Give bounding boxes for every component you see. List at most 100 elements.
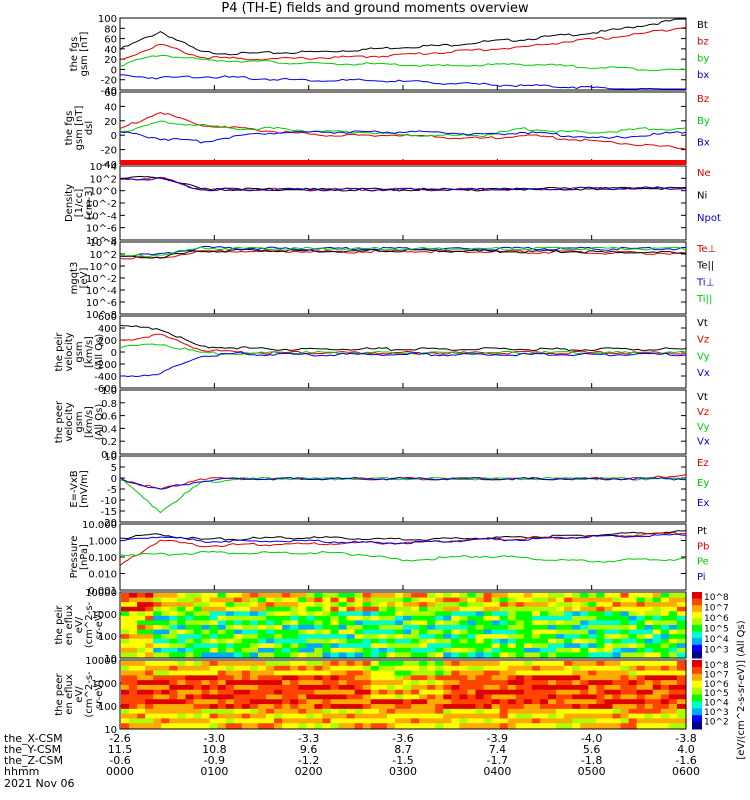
heatmap-cell bbox=[443, 611, 452, 617]
heatmap-cell bbox=[233, 670, 243, 676]
heatmap-cell bbox=[209, 647, 219, 653]
heatmap-cell bbox=[274, 597, 283, 603]
heatmap-cell bbox=[668, 638, 678, 644]
heatmap-cell bbox=[652, 593, 662, 599]
heatmap-cell bbox=[370, 665, 380, 672]
heatmap-cell bbox=[564, 638, 573, 644]
heatmap-cell bbox=[531, 597, 541, 603]
heatmap-cell bbox=[362, 713, 372, 719]
heatmap-cell bbox=[403, 704, 412, 710]
heatmap-cell bbox=[314, 694, 323, 700]
heatmap-cell bbox=[185, 708, 195, 715]
heatmap-cell bbox=[539, 718, 549, 724]
heatmap-cell bbox=[604, 647, 613, 653]
heatmap-cell bbox=[298, 665, 307, 672]
heatmap-cell bbox=[515, 665, 525, 672]
heatmap-cell bbox=[161, 606, 170, 612]
heatmap-cell bbox=[459, 625, 468, 631]
heatmap-cell bbox=[652, 723, 662, 729]
y-tick-label: 60 bbox=[104, 35, 117, 46]
heatmap-cell bbox=[491, 713, 501, 719]
heatmap-cell bbox=[531, 684, 541, 691]
heatmap-cell bbox=[394, 675, 404, 681]
heatmap-cell bbox=[636, 694, 646, 700]
heatmap-cell bbox=[515, 718, 525, 724]
heatmap-cell bbox=[515, 675, 525, 681]
heatmap-cell bbox=[137, 634, 146, 640]
heatmap-cell bbox=[491, 694, 501, 700]
heatmap-cell bbox=[515, 647, 525, 653]
colorbar-tick-label: 10^4 bbox=[704, 635, 729, 645]
heatmap-cell bbox=[427, 718, 436, 724]
heatmap-cell bbox=[459, 634, 468, 640]
heatmap-cell bbox=[668, 680, 678, 686]
heatmap-cell bbox=[298, 689, 307, 695]
heatmap-cell bbox=[556, 680, 565, 686]
heatmap-cell bbox=[628, 638, 638, 644]
heatmap-cell bbox=[403, 597, 412, 603]
heatmap-cell bbox=[435, 708, 444, 715]
heatmap-cell bbox=[539, 661, 549, 667]
heatmap-cell bbox=[145, 606, 154, 612]
heatmap-cell bbox=[233, 602, 243, 608]
colorbar-segment bbox=[692, 687, 702, 695]
heatmap-cell bbox=[548, 670, 557, 676]
heatmap-cell bbox=[129, 699, 138, 705]
heatmap-cell bbox=[153, 606, 162, 612]
heatmap-cell bbox=[314, 680, 323, 686]
heatmap-cell bbox=[161, 638, 170, 644]
heatmap-cell bbox=[435, 593, 444, 599]
heatmap-cell bbox=[274, 615, 283, 621]
colorbar-tick-label: 10^4 bbox=[704, 699, 729, 709]
heatmap-cell bbox=[539, 675, 549, 681]
heatmap-cell bbox=[604, 713, 613, 719]
heatmap-cell bbox=[467, 704, 477, 710]
heatmap-cell bbox=[620, 694, 630, 700]
heatmap-cell bbox=[531, 708, 541, 715]
heatmap-cell bbox=[467, 643, 477, 649]
heatmap-cell bbox=[145, 643, 154, 649]
heatmap-cell bbox=[298, 675, 307, 681]
heatmap-cell bbox=[217, 704, 227, 710]
heatmap-cell bbox=[298, 713, 307, 719]
heatmap-cell bbox=[225, 718, 235, 724]
heatmap-cell bbox=[652, 606, 662, 612]
heatmap-cell bbox=[249, 611, 259, 617]
heatmap-cell bbox=[548, 684, 557, 691]
heatmap-cell bbox=[596, 647, 605, 653]
heatmap-cell bbox=[676, 713, 686, 719]
heatmap-cell bbox=[652, 699, 662, 705]
heatmap-cell bbox=[145, 713, 154, 719]
heatmap-cell bbox=[515, 723, 525, 729]
heatmap-cell bbox=[604, 611, 613, 617]
heatmap-cell bbox=[435, 661, 444, 667]
heatmap-cell bbox=[636, 643, 646, 649]
heatmap-cell bbox=[572, 606, 581, 612]
heatmap-cell bbox=[652, 647, 662, 653]
legend-entry: Ti|| bbox=[696, 294, 712, 305]
heatmap-cell bbox=[177, 704, 186, 710]
heatmap-cell bbox=[620, 606, 630, 612]
heatmap-cell bbox=[507, 625, 517, 631]
heatmap-cell bbox=[411, 652, 420, 658]
heatmap-cell bbox=[596, 713, 605, 719]
heatmap-cell bbox=[644, 670, 654, 676]
heatmap-cell bbox=[233, 708, 243, 715]
heatmap-cell bbox=[169, 625, 178, 631]
legend-entry: Vx bbox=[697, 368, 710, 379]
heatmap-cell bbox=[523, 638, 533, 644]
heatmap-cell bbox=[362, 620, 372, 626]
heatmap-cell bbox=[330, 629, 340, 635]
heatmap-cell bbox=[330, 689, 340, 695]
heatmap-cell bbox=[378, 665, 388, 672]
heatmap-cell bbox=[668, 699, 678, 705]
heatmap-cell bbox=[314, 713, 323, 719]
heatmap-cell bbox=[338, 661, 348, 667]
heatmap-cell bbox=[475, 723, 485, 729]
heatmap-cell bbox=[274, 689, 283, 695]
y-tick-label: 20 bbox=[104, 117, 117, 128]
heatmap-cell bbox=[201, 689, 211, 695]
heatmap-cell bbox=[523, 597, 533, 603]
heatmap-cell bbox=[604, 638, 613, 644]
heatmap-cell bbox=[483, 699, 493, 705]
